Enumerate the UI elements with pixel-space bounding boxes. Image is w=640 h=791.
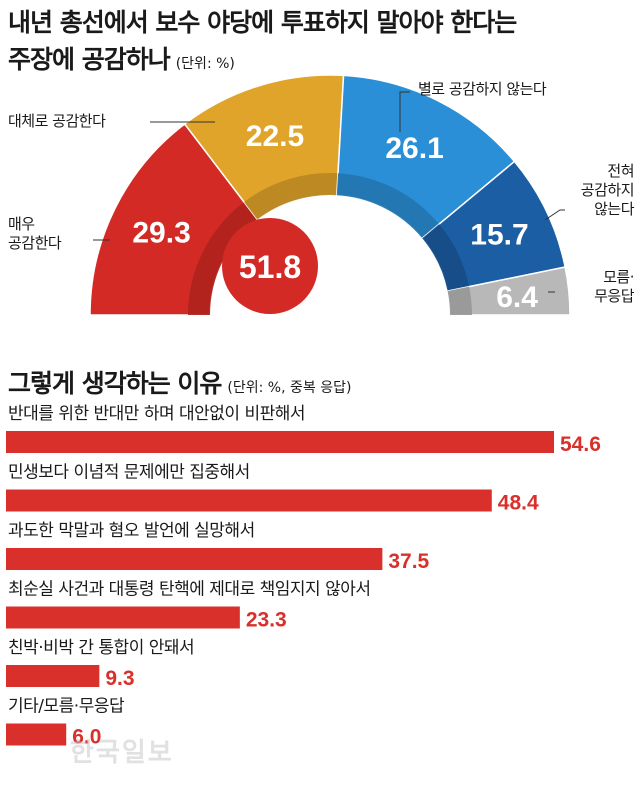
bar-category-label-0: 반대를 위한 반대만 하며 대안없이 비판해서 bbox=[8, 404, 305, 424]
donut-slice-shade-1 bbox=[244, 173, 339, 220]
bar-0 bbox=[6, 431, 554, 453]
donut-value-label-1: 22.5 bbox=[246, 120, 304, 153]
title-unit: (단위: %) bbox=[175, 56, 235, 72]
label-not-at-all-line-3: 않는다 bbox=[594, 200, 634, 218]
label-not-at-all-line-2: 공감하지 bbox=[580, 181, 635, 199]
chart-title: 내년 총선에서 보수 야당에 투표하지 말아야 한다는 주장에 공감하나 (단위:… bbox=[8, 4, 636, 83]
bar-4 bbox=[6, 665, 100, 687]
bar-5 bbox=[6, 723, 67, 746]
title-line-2: 주장에 공감하나 (단위: %) bbox=[8, 41, 636, 83]
label-strongly-agree: 매우 공감한다 bbox=[8, 215, 62, 253]
bar-category-label-5: 기타/모름·무응답 bbox=[8, 697, 125, 717]
bar-2 bbox=[6, 548, 383, 570]
donut-value-label-0: 29.3 bbox=[132, 216, 190, 249]
bar-category-label-1: 민생보다 이념적 문제에만 집중해서 bbox=[8, 463, 250, 483]
title-line-2-text: 주장에 공감하나 bbox=[8, 45, 171, 74]
bar-value-label-0: 54.6 bbox=[560, 433, 601, 456]
label-dont-know: 모름· 무응답 bbox=[574, 268, 634, 306]
label-largely-agree: 대체로 공감한다 bbox=[8, 112, 106, 130]
bar-value-label-5: 6.0 bbox=[72, 726, 101, 749]
reasons-title: 그렇게 생각하는 이유 (단위: %, 중복 응답) bbox=[8, 364, 351, 400]
bar-category-label-4: 친박·비박 간 통합이 안돼서 bbox=[8, 638, 194, 658]
title-line-1: 내년 총선에서 보수 야당에 투표하지 말아야 한다는 bbox=[8, 8, 517, 37]
bar-value-label-4: 9.3 bbox=[105, 667, 134, 690]
donut-value-label-2: 26.1 bbox=[385, 132, 443, 165]
donut-slice-shade-4 bbox=[447, 286, 472, 315]
leader-line-3 bbox=[544, 209, 565, 221]
donut-value-label-3: 15.7 bbox=[470, 219, 528, 252]
label-not-at-all: 전혀 공감하지 않는다 bbox=[564, 162, 635, 219]
donut-slice-shade-3 bbox=[422, 224, 470, 292]
donut-chart: 29.3 22.5 26.1 15.7 6.4 51.8 bbox=[89, 74, 571, 316]
center-total-label: 51.8 bbox=[239, 249, 301, 285]
center-total-circle bbox=[222, 218, 318, 314]
label-strongly-agree-line-1: 매우 bbox=[8, 215, 35, 233]
label-dont-know-line-2: 무응답 bbox=[594, 287, 634, 305]
bar-value-label-2: 37.5 bbox=[388, 550, 429, 573]
label-not-at-all-line-1: 전혀 bbox=[607, 162, 634, 180]
reasons-unit: (단위: %, 중복 응답) bbox=[227, 380, 352, 396]
label-not-much: 별로 공감하지 않는다 bbox=[418, 80, 547, 98]
label-strongly-agree-line-2: 공감한다 bbox=[8, 234, 62, 252]
watermark-logo: 한국일보 bbox=[70, 738, 174, 768]
bar-3 bbox=[6, 606, 240, 629]
bar-category-label-2: 과도한 막말과 혐오 발언에 실망해서 bbox=[8, 521, 255, 541]
bar-1 bbox=[6, 489, 492, 512]
donut-value-label-4: 6.4 bbox=[496, 281, 538, 314]
label-dont-know-line-1: 모름· bbox=[603, 268, 634, 286]
donut-slice-shade-2 bbox=[336, 173, 440, 239]
reasons-title-text: 그렇게 생각하는 이유 bbox=[8, 369, 222, 398]
bar-value-label-3: 23.3 bbox=[246, 609, 287, 632]
bar-value-label-1: 48.4 bbox=[498, 492, 539, 515]
bar-category-label-3: 최순실 사건과 대통령 탄핵에 제대로 책임지지 않아서 bbox=[8, 580, 371, 600]
leader-line-2 bbox=[399, 91, 410, 132]
reasons-bar-chart: 반대를 위한 반대만 하며 대안없이 비판해서 54.6 민생보다 이념적 문제에만… bbox=[6, 404, 601, 749]
